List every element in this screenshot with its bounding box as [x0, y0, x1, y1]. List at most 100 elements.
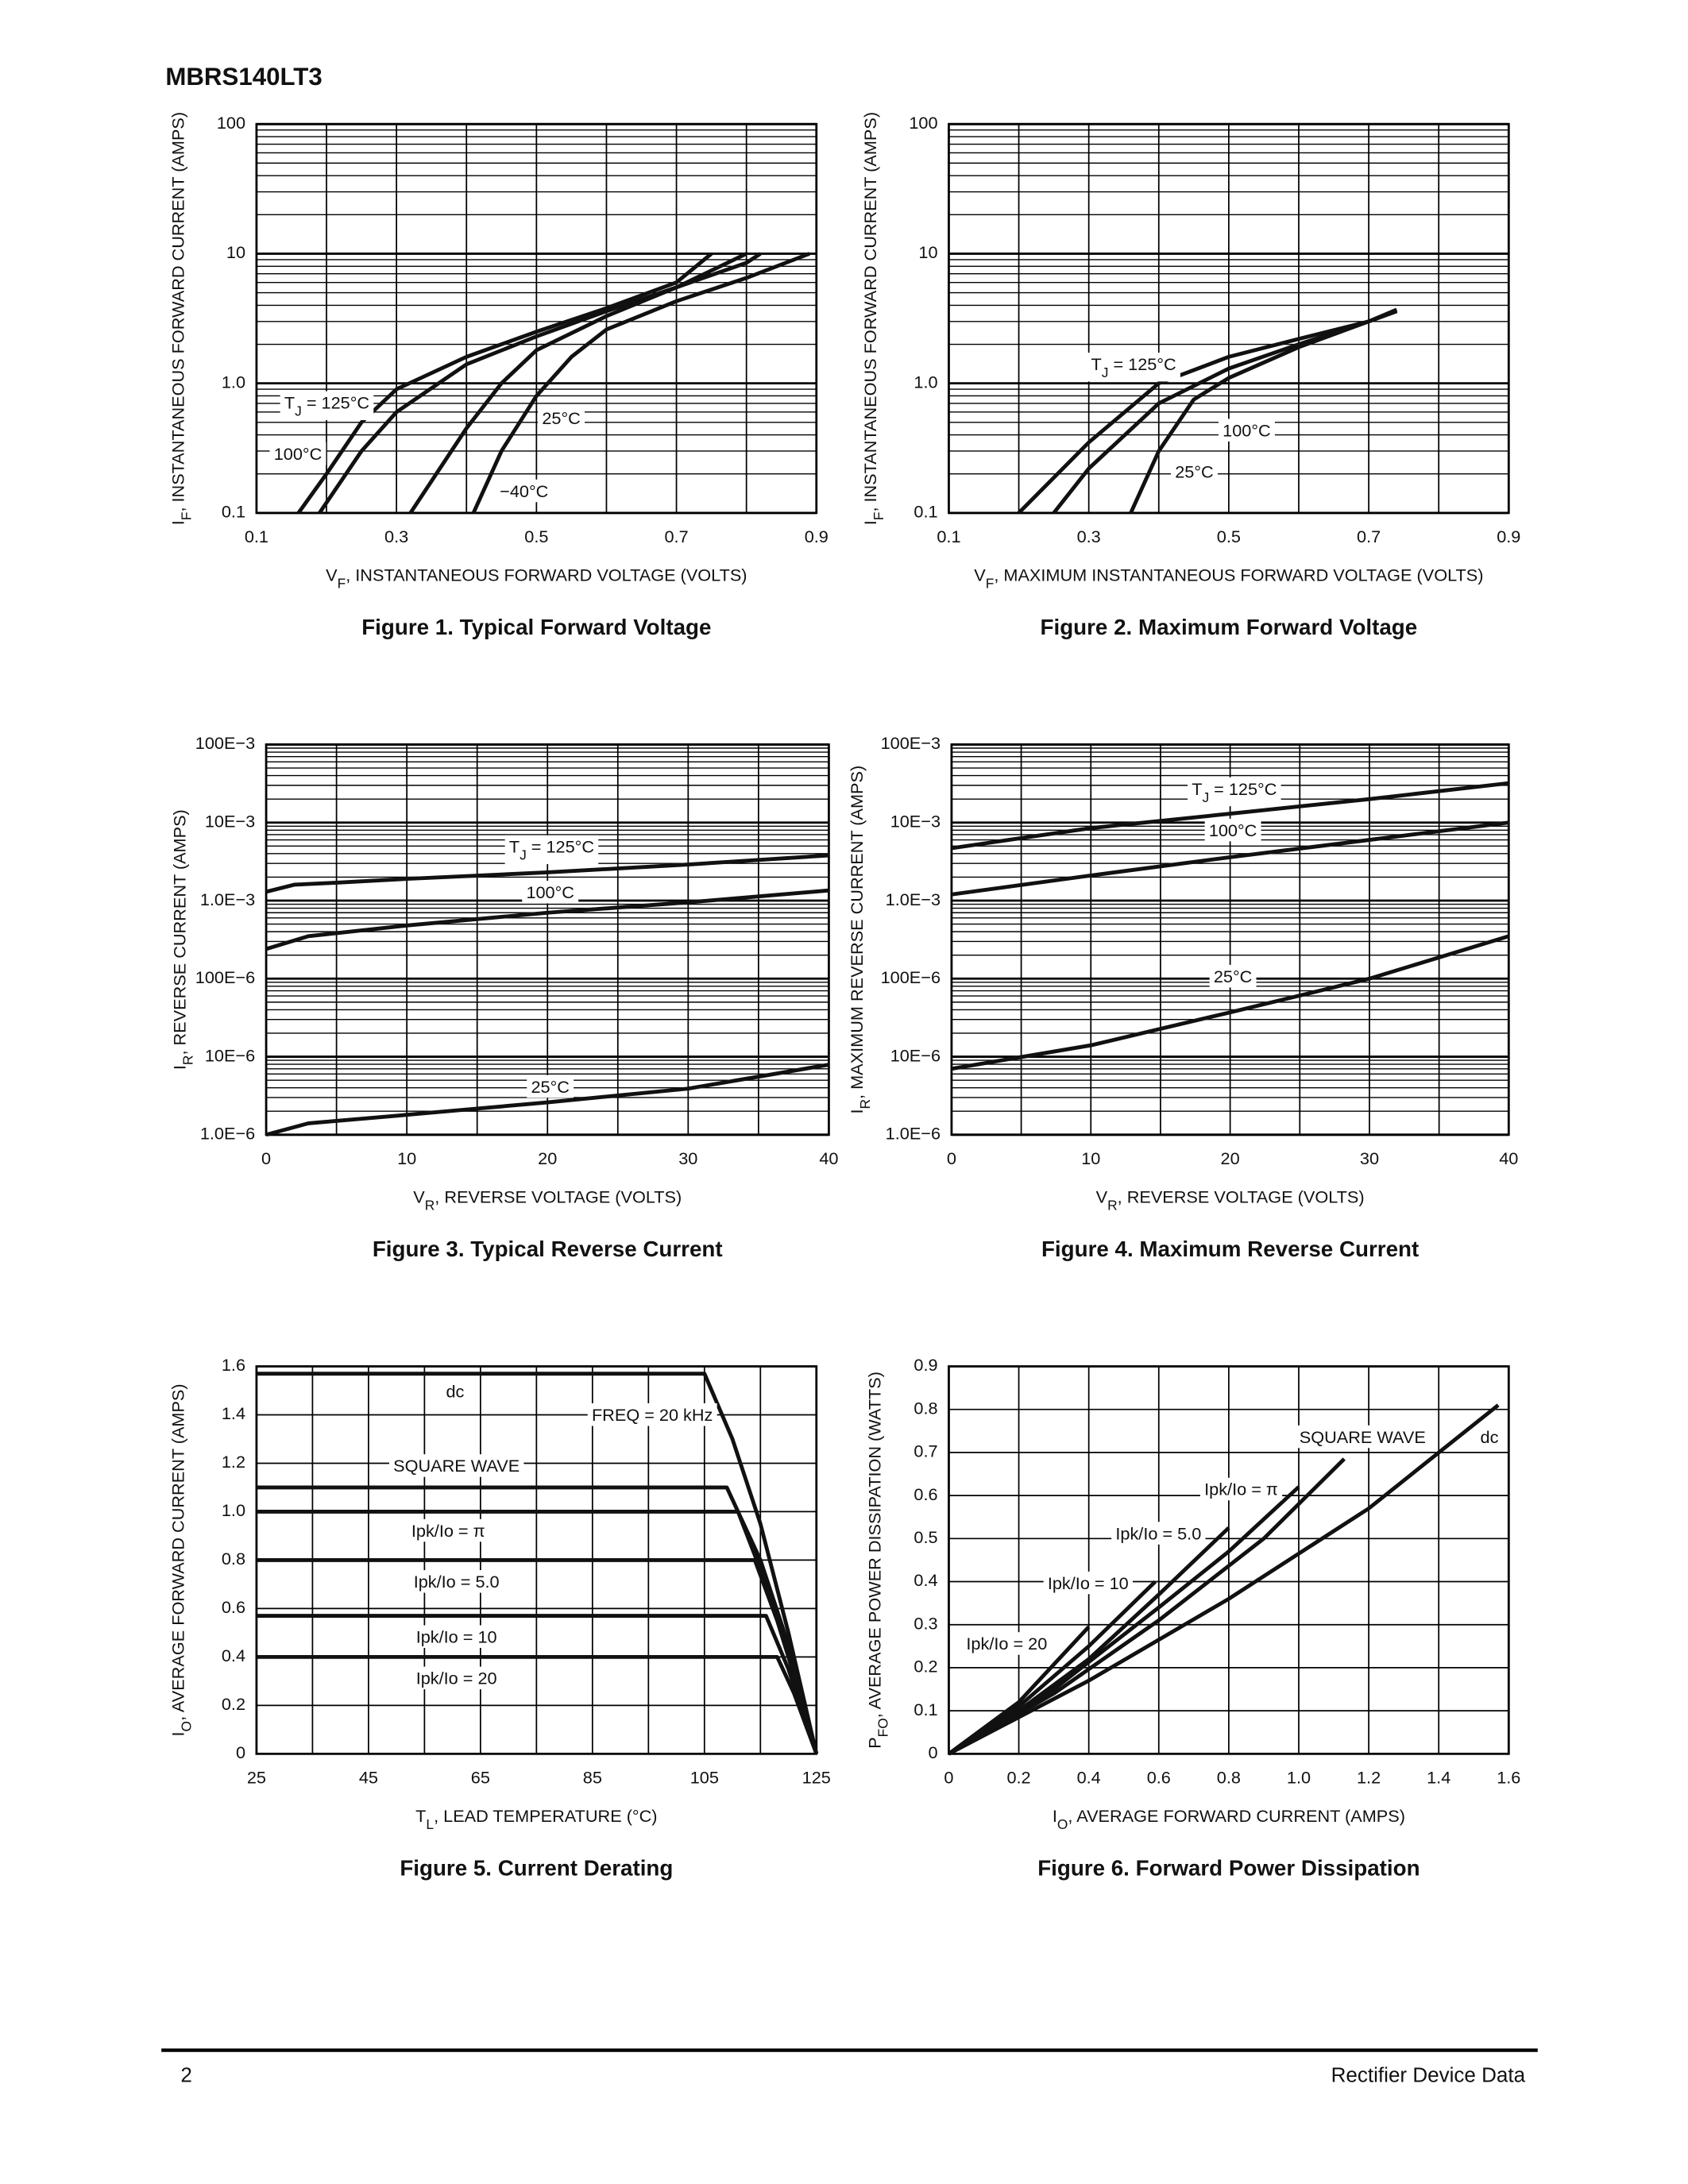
- x-axis-label-group: TL, LEAD TEMPERATURE (°C): [415, 1806, 657, 1832]
- curve-label-part: SQUARE WAVE: [1300, 1426, 1426, 1446]
- curve-label-part: = 125°C: [302, 392, 369, 412]
- curve-label-part: J: [1202, 789, 1209, 805]
- x-axis-label-part: , REVERSE VOLTAGE (VOLTS): [435, 1187, 682, 1206]
- curve-label-part: J: [295, 403, 302, 419]
- data-line: [265, 853, 829, 894]
- y-axis-label-group: IF, INSTANTANEOUS FORWARD CURRENT (AMPS): [168, 112, 194, 525]
- y-axis-label-part: R: [180, 1055, 195, 1066]
- y-tick-label: 100E−6: [881, 967, 941, 987]
- x-tick-label: 1.4: [1427, 1767, 1450, 1787]
- y-tick-label: 0.6: [914, 1484, 937, 1504]
- x-axis-label: VR, REVERSE VOLTAGE (VOLTS): [1096, 1187, 1365, 1213]
- curve-label: −40°C: [500, 481, 548, 501]
- annotation-group: FREQ = 20 kHz: [587, 1403, 717, 1426]
- curve-label-group: 25°C: [538, 406, 585, 430]
- curve-label: Ipk/Io = 5.0: [414, 1572, 500, 1592]
- y-tick-label: 1.0: [914, 372, 937, 392]
- x-axis-label-part: F: [338, 575, 346, 591]
- curve-label-part: Ipk/Io = 20: [966, 1634, 1047, 1653]
- x-axis-label: VF, INSTANTANEOUS FORWARD VOLTAGE (VOLTS…: [326, 565, 747, 591]
- figure-caption: Figure 4. Maximum Reverse Current: [1041, 1237, 1419, 1261]
- y-axis-label-part: , AVERAGE POWER DISSIPATION (WATTS): [864, 1372, 884, 1718]
- curve-label-part: 100°C: [1209, 820, 1257, 840]
- y-tick-label: 1.2: [222, 1452, 245, 1472]
- x-tick-label: 0.3: [384, 527, 408, 546]
- x-axis-label-part: I: [1053, 1806, 1057, 1826]
- page-number: 2: [180, 2062, 191, 2086]
- curve-label-part: = 125°C: [1209, 779, 1277, 799]
- data-line: [1129, 307, 1398, 514]
- x-axis-label: IO, AVERAGE FORWARD CURRENT (AMPS): [1053, 1806, 1405, 1832]
- x-tick-label: 0.1: [245, 527, 268, 546]
- header-title: MBRS140LT3: [165, 63, 322, 91]
- x-tick-label: 0.1: [937, 527, 960, 546]
- y-axis-label: PFO, AVERAGE POWER DISSIPATION (WATTS): [864, 1372, 890, 1749]
- y-axis-label-part: I: [168, 1731, 187, 1736]
- curve-label: 100°C: [526, 882, 574, 902]
- curve-label-part: J: [1102, 365, 1109, 380]
- curve-label-part: 25°C: [1214, 967, 1252, 986]
- footer-text: Rectifier Device Data: [1331, 2062, 1526, 2086]
- plot-frame: [950, 743, 1510, 1136]
- y-axis-label-part: I: [169, 1065, 189, 1070]
- y-tick-label: 10E−3: [890, 811, 941, 831]
- figure-caption: Figure 5. Current Derating: [400, 1855, 673, 1880]
- label-background: [409, 1570, 504, 1593]
- curve-label-part: Ipk/Io = 20: [416, 1668, 497, 1688]
- curve-label-part: Ipk/Io = π: [411, 1521, 485, 1541]
- data-line: [408, 252, 762, 515]
- curve-label: 25°C: [542, 408, 580, 428]
- label-background: [1171, 460, 1218, 483]
- label-background: [522, 880, 579, 904]
- y-axis-label: IO, AVERAGE FORWARD CURRENT (AMPS): [168, 1383, 194, 1736]
- label-background: [1111, 1522, 1206, 1545]
- y-tick-label: 100: [909, 113, 937, 133]
- y-tick-label: 0.9: [914, 1355, 937, 1375]
- curve-label: TJ = 125°C: [1091, 354, 1176, 380]
- x-axis-label-group: VF, MAXIMUM INSTANTANEOUS FORWARD VOLTAG…: [974, 565, 1483, 591]
- x-tick-label: 40: [819, 1148, 838, 1168]
- x-tick-label: 0.6: [1147, 1767, 1171, 1787]
- curve-label-group: SQUARE WAVE: [388, 1454, 524, 1477]
- data-line: [951, 820, 1509, 897]
- x-tick-label: 0.5: [1217, 527, 1241, 546]
- y-axis-label-part: FO: [875, 1718, 890, 1737]
- curve-label-part: T: [509, 836, 520, 856]
- x-tick-label: 0: [261, 1148, 271, 1168]
- label-background: [1209, 964, 1257, 988]
- data-line: [948, 1457, 1346, 1756]
- curve-label: Ipk/Io = π: [411, 1521, 485, 1541]
- x-axis-label: VR, REVERSE VOLTAGE (VOLTS): [413, 1187, 682, 1213]
- data-line: [256, 1557, 819, 1754]
- y-tick-label: 0: [236, 1742, 245, 1762]
- y-tick-label: 0.6: [222, 1597, 245, 1617]
- data-line: [948, 1625, 1091, 1756]
- curve-label-group: Ipk/Io = 20: [411, 1666, 501, 1690]
- curve-label: Ipk/Io = 10: [1048, 1573, 1129, 1593]
- x-axis-label-part: V: [974, 565, 986, 585]
- figure-caption: Figure 1. Typical Forward Voltage: [361, 615, 711, 639]
- curve-label: dc: [1481, 1426, 1499, 1446]
- y-tick-label: 1.0E−3: [200, 889, 255, 909]
- curve-label: TJ = 125°C: [1192, 779, 1277, 805]
- figure-caption: Figure 2. Maximum Forward Voltage: [1041, 615, 1418, 639]
- x-tick-label: 20: [538, 1148, 557, 1168]
- label-background: [1043, 1571, 1133, 1595]
- y-axis-label-group: IO, AVERAGE FORWARD CURRENT (AMPS): [168, 1383, 194, 1736]
- y-axis-label-part: , MAXIMUM REVERSE CURRENT (AMPS): [847, 766, 867, 1099]
- x-axis-label-part: T: [415, 1806, 426, 1826]
- x-axis-label-part: V: [1096, 1187, 1108, 1206]
- curve-label: SQUARE WAVE: [1300, 1426, 1426, 1446]
- curve-label-part: 25°C: [1175, 461, 1213, 481]
- y-axis-label-part: F: [871, 512, 886, 521]
- curve-label-part: SQUARE WAVE: [393, 1456, 520, 1476]
- y-tick-label: 1.0E−6: [200, 1124, 255, 1144]
- x-tick-label: 1.6: [1497, 1767, 1520, 1787]
- y-axis-label-part: P: [864, 1737, 884, 1748]
- label-background: [538, 406, 585, 430]
- curve-label-group: −40°C: [495, 479, 553, 503]
- y-axis-label-part: , REVERSE CURRENT (AMPS): [169, 809, 189, 1055]
- curve-label-part: Ipk/Io = π: [1204, 1479, 1278, 1499]
- curve-label-part: = 125°C: [1108, 354, 1176, 374]
